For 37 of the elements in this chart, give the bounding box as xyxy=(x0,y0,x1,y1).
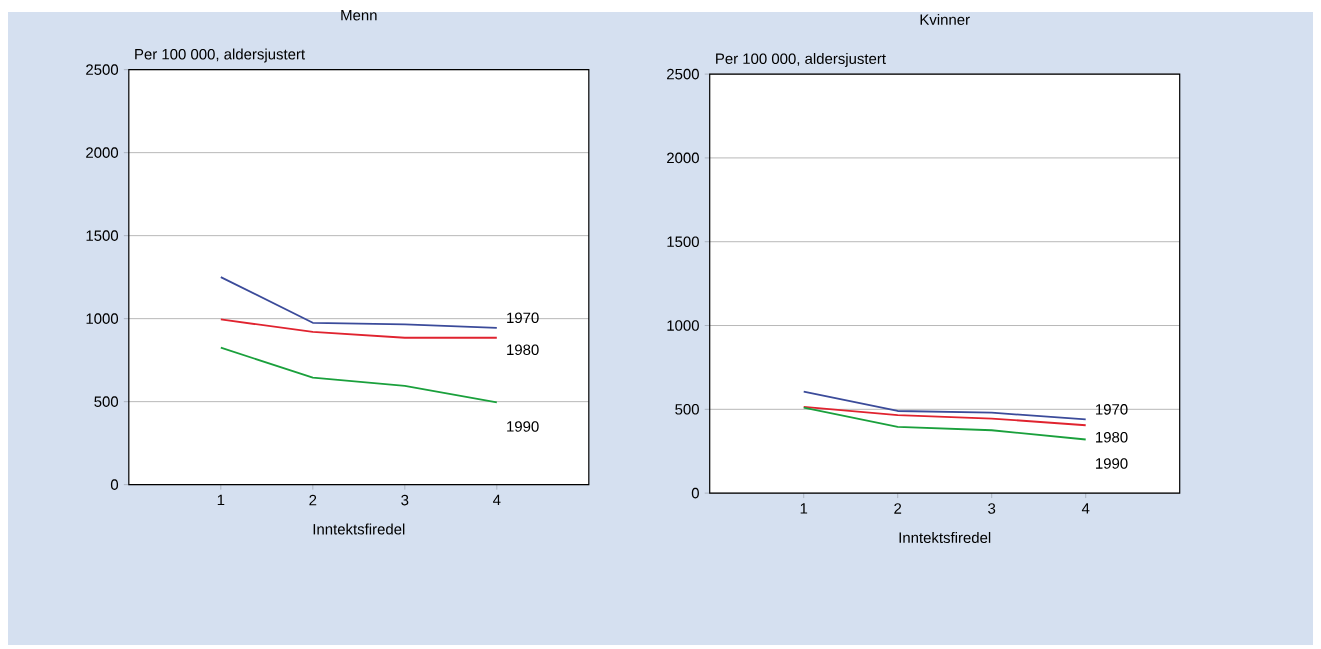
y-tick-label: 1000 xyxy=(86,313,119,324)
y-axis-title: Per 100 000, aldersjustert xyxy=(716,53,886,67)
series-label: 1980 xyxy=(507,344,539,356)
x-tick-label: 1 xyxy=(800,503,808,514)
chart-title: Menn xyxy=(341,10,377,21)
y-tick-label: 2500 xyxy=(667,68,699,80)
y-tick-label: 1500 xyxy=(667,236,699,247)
y-axis-title: Per 100 000, aldersjustert xyxy=(135,48,305,63)
x-tick-label: 3 xyxy=(401,494,409,506)
series-label: 1990 xyxy=(507,421,539,432)
x-tick-label: 1 xyxy=(217,494,225,506)
series-label: 1980 xyxy=(1096,431,1128,443)
x-tick-label: 2 xyxy=(309,494,317,506)
series-label: 1970 xyxy=(507,312,539,324)
y-tick-label: 1500 xyxy=(86,230,119,241)
line-series xyxy=(219,346,498,404)
y-tick-label: 2000 xyxy=(86,147,119,158)
line-series xyxy=(802,390,1087,421)
series-label: 1990 xyxy=(1096,458,1128,469)
chart-title: Kvinner xyxy=(920,13,970,25)
line-series xyxy=(219,276,498,329)
y-tick-label: 1000 xyxy=(667,320,699,331)
x-tick-label: 4 xyxy=(1081,503,1090,514)
x-tick-label: 4 xyxy=(493,494,501,506)
x-axis-title: Inntektsfiredel xyxy=(899,532,991,543)
y-tick-label: 500 xyxy=(675,404,699,415)
x-tick-label: 2 xyxy=(894,503,902,514)
line-series xyxy=(802,406,1087,441)
y-tick-label: 2500 xyxy=(86,64,119,75)
x-axis-title: Inntektsfiredel xyxy=(313,523,405,535)
y-tick-label: 2000 xyxy=(667,152,699,164)
y-tick-label: 0 xyxy=(691,487,699,499)
y-tick-label: 500 xyxy=(94,396,119,407)
line-series xyxy=(802,405,1087,427)
x-tick-label: 3 xyxy=(988,503,996,514)
series-label: 1970 xyxy=(1096,404,1128,415)
y-tick-label: 0 xyxy=(110,479,119,490)
